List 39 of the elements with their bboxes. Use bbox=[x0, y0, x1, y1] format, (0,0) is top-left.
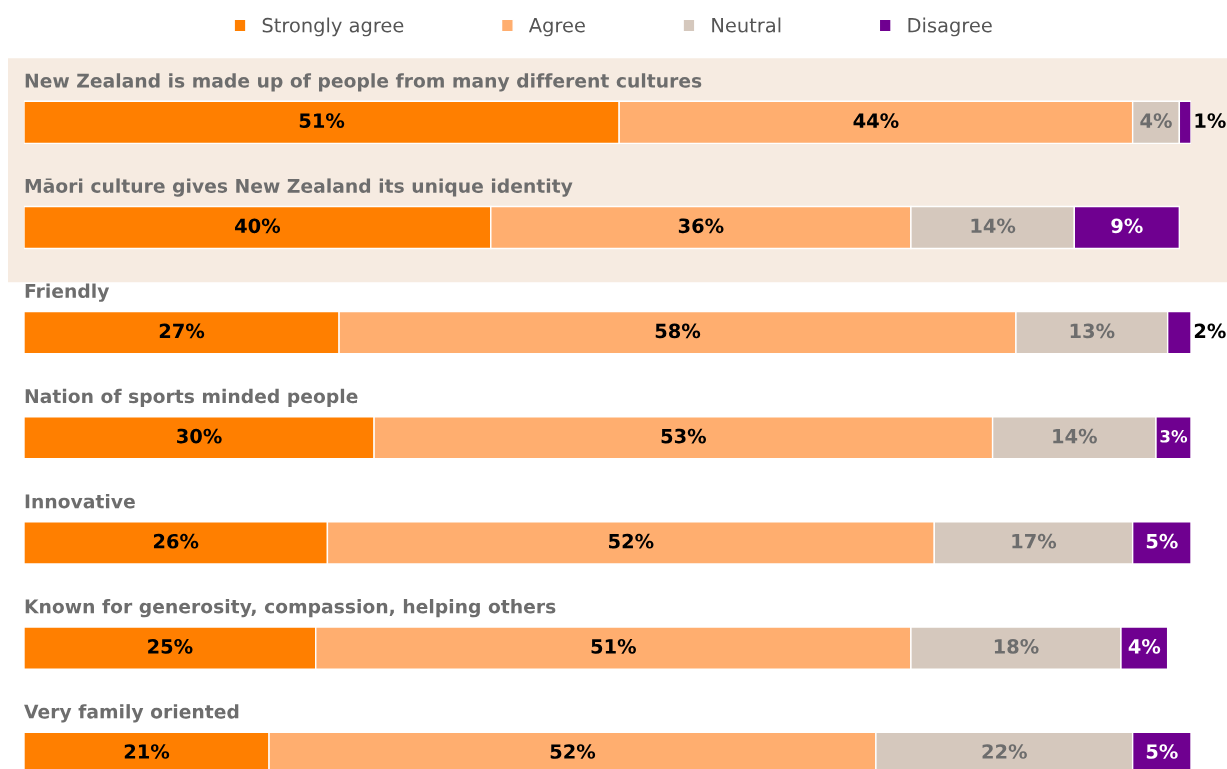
data-label: 1% bbox=[1195, 113, 1226, 128]
data-label: 14% bbox=[1053, 428, 1097, 444]
data-label: 3% bbox=[1160, 430, 1188, 443]
data-label: 53% bbox=[661, 428, 707, 444]
data-label: 17% bbox=[1012, 533, 1057, 549]
data-label: 13% bbox=[1070, 323, 1115, 339]
data-label: 5% bbox=[1146, 533, 1178, 549]
data-label: 26% bbox=[153, 533, 199, 549]
data-label: 21% bbox=[124, 744, 170, 759]
data-label: 9% bbox=[1111, 218, 1143, 234]
data-label: 58% bbox=[655, 323, 701, 339]
data-label: 52% bbox=[609, 533, 654, 549]
y-tick-label: New Zealand is made up of people from many different cultures bbox=[25, 73, 702, 92]
data-label: 51% bbox=[591, 639, 636, 654]
data-label: 22% bbox=[982, 744, 1027, 759]
legend-label: Strongly agree bbox=[262, 17, 404, 37]
y-tick-label: Very family oriented bbox=[24, 704, 239, 723]
y-tick-label: Nation of sports minded people bbox=[25, 388, 358, 407]
y-tick-label: Known for generosity, compassion, helping others bbox=[25, 598, 556, 618]
legend-label: Neutral bbox=[712, 17, 781, 33]
y-tick-label: Friendly bbox=[25, 283, 110, 302]
data-label: 4% bbox=[1128, 639, 1161, 654]
data-label: 40% bbox=[235, 218, 281, 234]
data-label: 30% bbox=[177, 428, 222, 444]
legend-label: Disagree bbox=[908, 17, 992, 37]
y-tick-label: Māori culture gives New Zealand its unique identity bbox=[25, 178, 573, 197]
y-tick-label: Innovative bbox=[25, 493, 135, 509]
data-label: 51% bbox=[299, 113, 345, 128]
data-label: 18% bbox=[994, 639, 1039, 654]
data-label: 4% bbox=[1140, 113, 1172, 128]
legend-label: Agree bbox=[528, 18, 585, 37]
data-label: 27% bbox=[159, 323, 205, 339]
data-label: 25% bbox=[148, 639, 193, 654]
data-label: 44% bbox=[853, 113, 899, 128]
data-label: 14% bbox=[971, 218, 1016, 234]
data-label: 36% bbox=[678, 218, 724, 234]
data-label: 5% bbox=[1146, 744, 1178, 759]
data-label: 2% bbox=[1194, 323, 1226, 339]
data-label: 52% bbox=[550, 744, 596, 759]
